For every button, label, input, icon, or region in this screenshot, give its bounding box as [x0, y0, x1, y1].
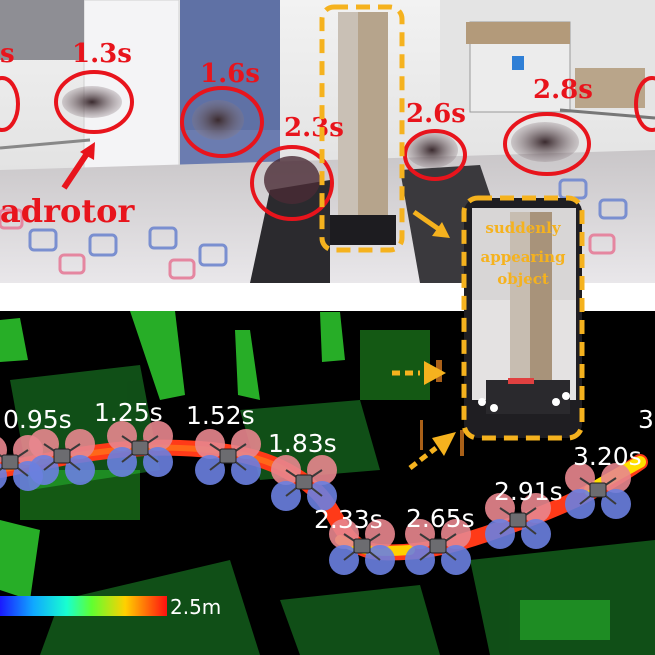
top-photo-panel: 1.3s 1.6s 2.3s 2.6s 2.8s s adrotor — [0, 0, 655, 283]
trajectory-time-label: 3.20s — [573, 442, 642, 471]
drone-icon — [29, 429, 95, 485]
drone-icon — [565, 463, 631, 519]
callout-line: object — [497, 270, 549, 288]
height-colorbar — [0, 596, 167, 616]
arrow-icon — [412, 209, 450, 238]
colorbar-max-label: 2.5m — [170, 595, 221, 619]
quadrotor-label: adrotor — [0, 192, 135, 230]
trajectory-time-label: 2.91s — [494, 477, 563, 506]
photo-time-label: 1.3s — [72, 39, 132, 69]
trajectory-time-label: 2.65s — [406, 504, 475, 533]
svg-text:s: s — [0, 39, 15, 69]
arrow-icon — [392, 361, 456, 470]
object-highlight-box — [319, 4, 405, 253]
photo-time-label: 1.6s — [200, 59, 260, 89]
drone-poses — [0, 421, 631, 575]
trajectory-time-label: 2.33s — [314, 505, 383, 534]
trajectory-time-label: 1.52s — [186, 401, 255, 430]
trajectory-time-label: 3 — [638, 405, 654, 434]
arrow-icon — [61, 142, 95, 190]
callout-line: appearing — [481, 248, 566, 266]
trajectory-time-label: 0.95s — [3, 405, 72, 434]
photo-time-label: 2.3s — [284, 113, 344, 143]
callout-line: suddenly — [485, 219, 561, 237]
drone-icon — [329, 519, 395, 575]
object-callout-inset: suddenly appearing object — [461, 195, 585, 441]
drone-motion-blurs — [62, 86, 579, 204]
annotation-ellipses — [0, 70, 655, 221]
drone-icon — [485, 493, 551, 549]
drone-icon — [195, 429, 261, 485]
trajectory-time-labels: 0.95s 1.25s 1.52s 1.83s 2.33s 2.65s 2.91… — [3, 398, 654, 534]
trajectory-time-label: 1.83s — [268, 429, 337, 458]
pointcloud-panel: 0.95s 1.25s 1.52s 1.83s 2.33s 2.65s 2.91… — [0, 311, 655, 655]
trajectory-time-label: 1.25s — [94, 398, 163, 427]
drone-icon — [107, 421, 173, 477]
photo-time-label: 2.6s — [406, 99, 466, 129]
drone-icon — [271, 455, 337, 511]
drone-icon — [405, 519, 471, 575]
photo-time-label: 2.8s — [533, 75, 593, 105]
